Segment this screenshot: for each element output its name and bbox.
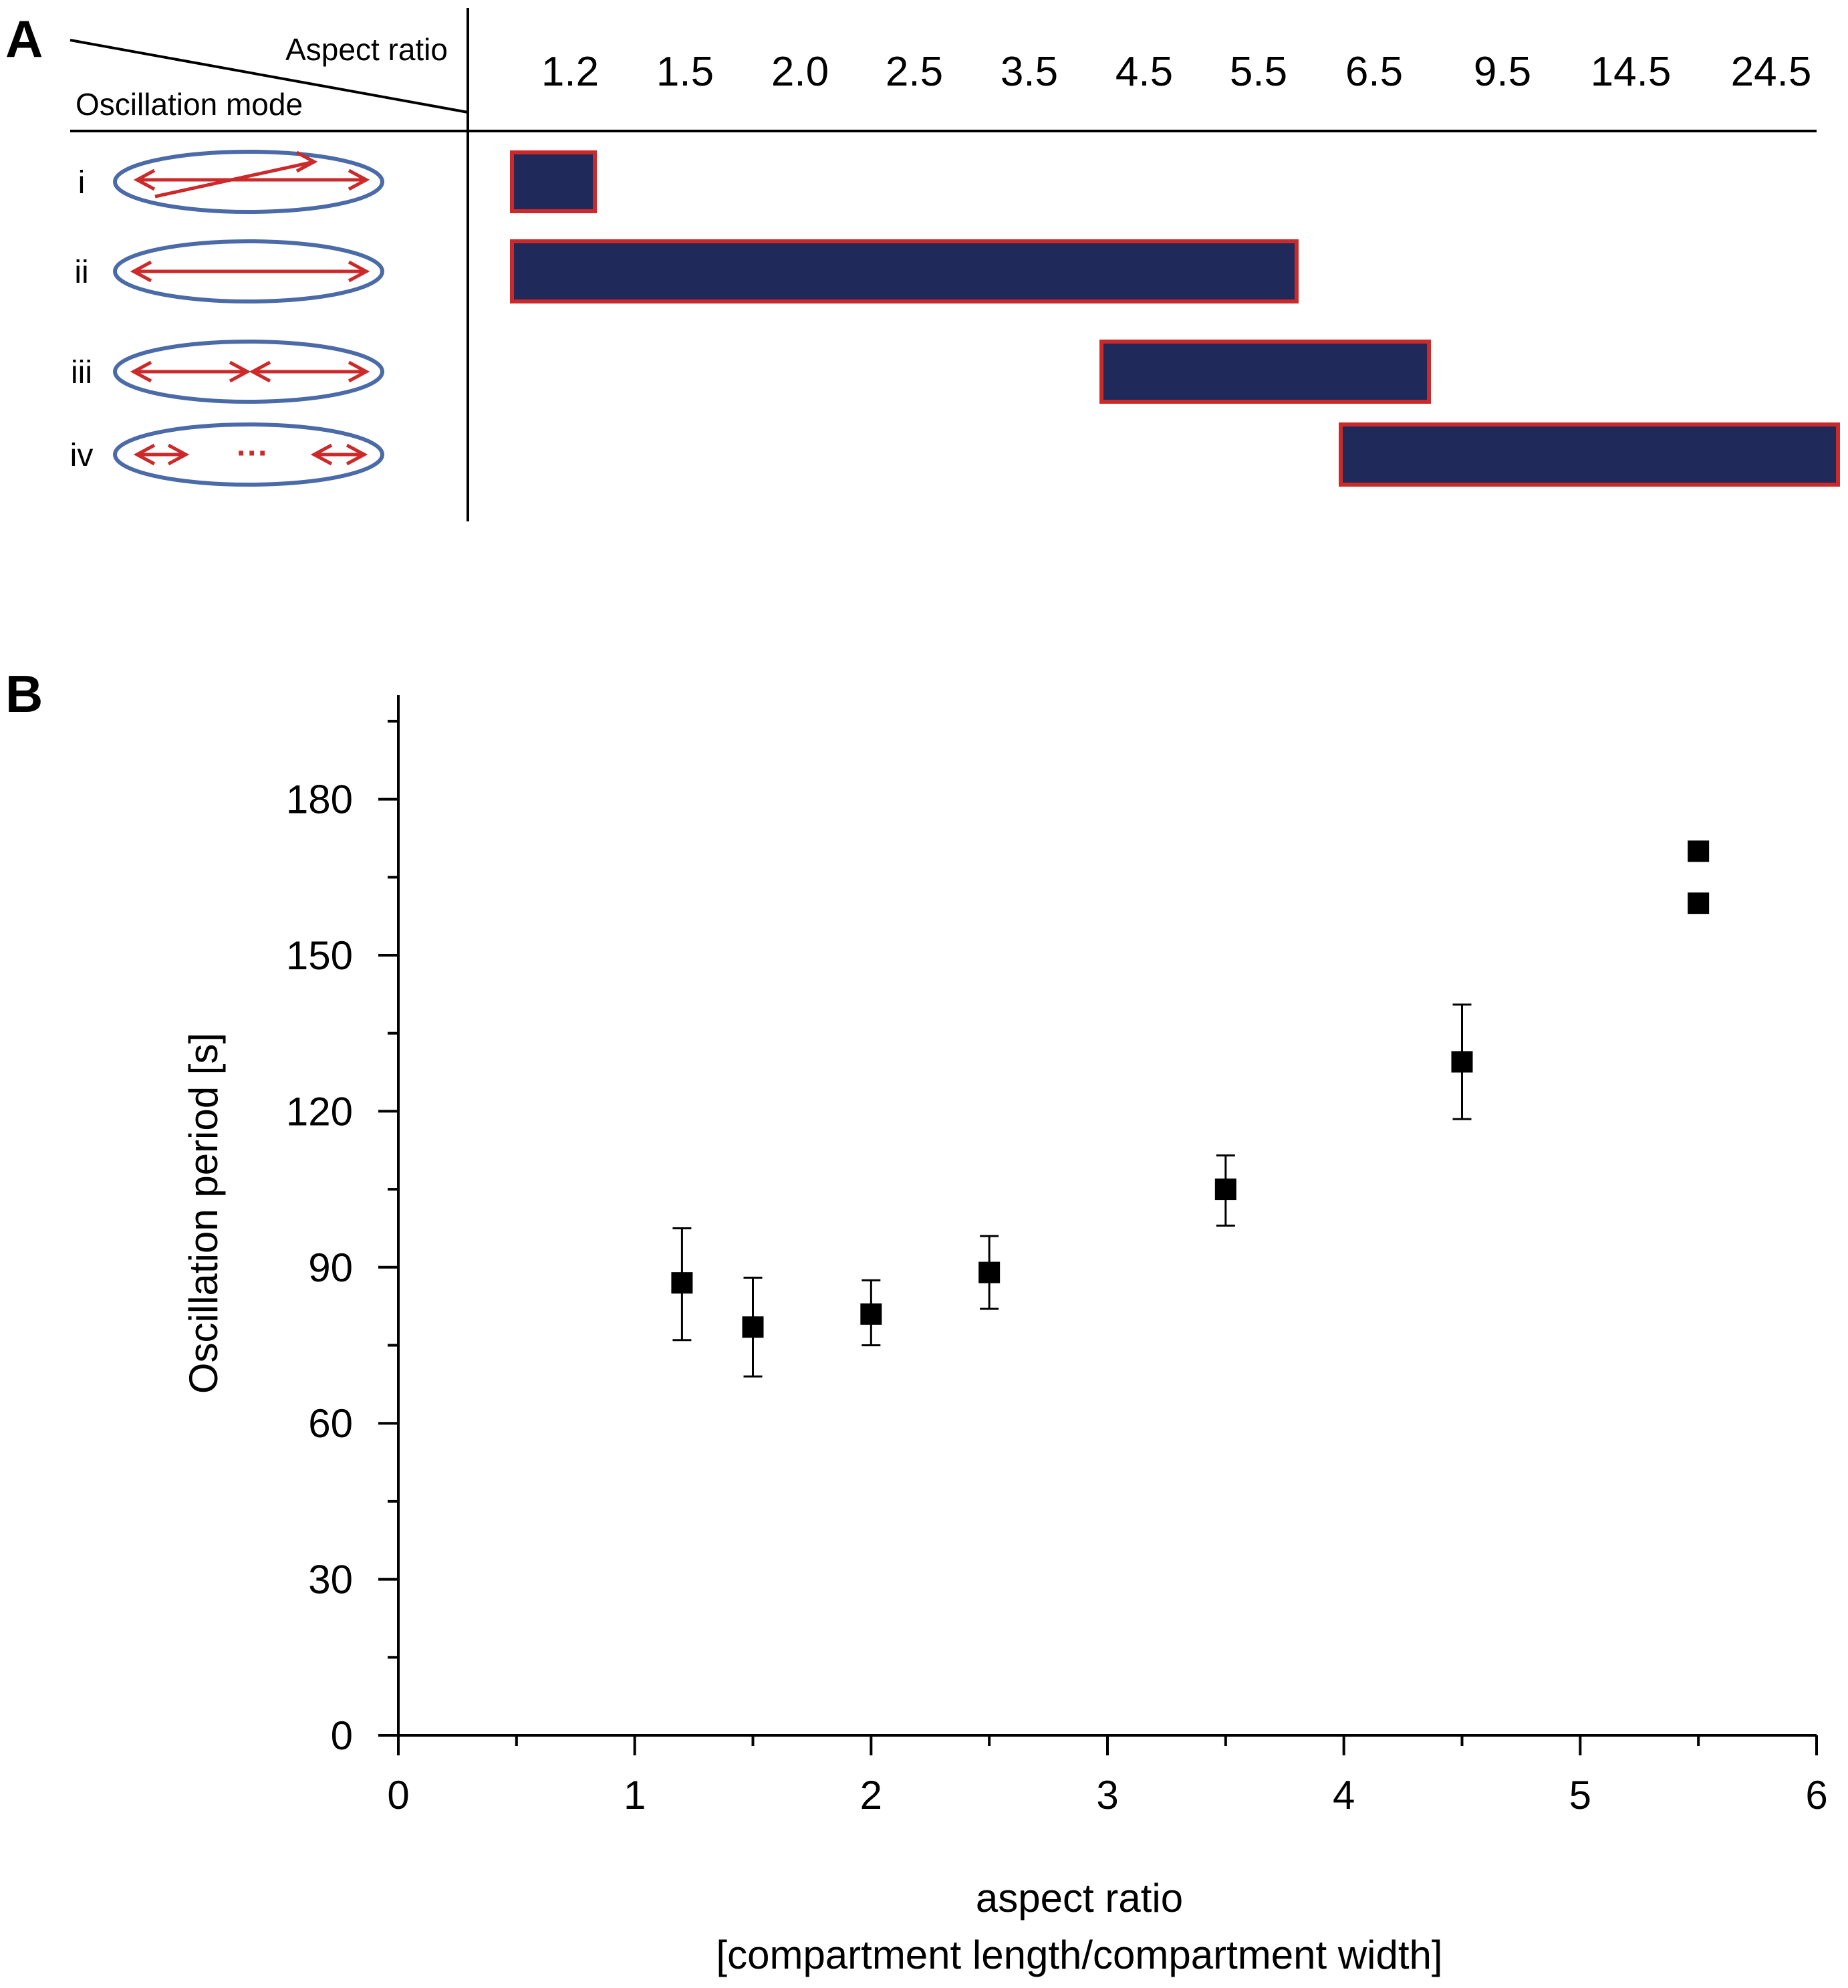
aspect-ratio-label: 2.5 <box>886 49 943 95</box>
arrow-head <box>229 360 251 383</box>
data-point-group <box>1688 892 1710 914</box>
arrow-head <box>348 168 370 191</box>
x-axis-title: aspect ratio <box>976 1876 1183 1920</box>
aspect-ratio-label: 6.5 <box>1345 49 1403 95</box>
y-tick-label: 120 <box>286 1089 353 1134</box>
aspect-ratio-label: 24.5 <box>1731 49 1812 95</box>
x-tick-label: 5 <box>1569 1773 1591 1818</box>
diagonal-arrow <box>154 160 315 199</box>
data-point-group <box>860 1279 882 1346</box>
data-point-marker <box>978 1261 1001 1283</box>
mode-row-4: iv ··· <box>70 422 1840 487</box>
panel-label-a: A <box>5 9 43 68</box>
data-point-marker <box>742 1316 764 1338</box>
y-tick-label: 150 <box>286 933 353 978</box>
arrow-head <box>130 260 152 283</box>
x-tick-label: 4 <box>1333 1773 1355 1818</box>
y-tick-label: 30 <box>308 1558 353 1602</box>
corner-label-oscillation-mode: Oscillation mode <box>76 87 303 122</box>
x-tick-label: 1 <box>624 1773 646 1818</box>
data-point-marker <box>1214 1178 1236 1201</box>
arrow-head <box>133 443 156 466</box>
aspect-ratio-label: 3.5 <box>1001 49 1058 95</box>
cell-outline <box>113 150 384 214</box>
aspect-ratio-header: 1.2 1.5 2.0 2.5 3.5 4.5 5.5 6.5 9.5 14.5 24.5 <box>541 49 1811 95</box>
aspect-ratio-label: 1.2 <box>541 49 599 95</box>
arrow-head <box>346 443 368 466</box>
data-point-marker <box>1688 892 1710 914</box>
data-point-group <box>742 1276 764 1378</box>
x-axis-title-line2: [compartment length/compartment width] <box>716 1933 1442 1977</box>
data-point-group <box>978 1235 1001 1310</box>
y-tick-label: 0 <box>331 1713 353 1758</box>
data-point-group <box>1688 840 1710 862</box>
mode-row-2: ii <box>74 239 1299 303</box>
mode-label: iii <box>71 355 92 390</box>
corner-diagonal <box>70 39 469 114</box>
data-point-group <box>1451 1003 1473 1120</box>
cell-outline <box>113 422 384 487</box>
plot-points <box>671 840 1710 1378</box>
x-tick-label: 0 <box>387 1773 409 1818</box>
aspect-ratio-label: 1.5 <box>656 49 714 95</box>
arrow-head <box>348 260 370 283</box>
data-point-group <box>1214 1154 1236 1227</box>
arrow-head <box>130 360 152 383</box>
aspect-ratio-label: 5.5 <box>1230 49 1287 95</box>
x-tick-label: 6 <box>1805 1773 1827 1818</box>
mode-range-bar <box>510 239 1299 303</box>
multiple-oscillation-icon: ··· <box>113 422 384 487</box>
mode-label: iv <box>70 438 94 473</box>
panel-label-b: B <box>5 664 43 723</box>
arrow-head <box>167 443 190 466</box>
y-tick-label: 180 <box>286 777 353 822</box>
arrow-head <box>133 168 156 191</box>
mode-row-3: iii <box>71 340 1431 404</box>
mode-range-bar <box>1339 422 1840 487</box>
mode-range-bar <box>510 150 597 213</box>
data-point-marker <box>860 1303 882 1325</box>
y-axis-title: Oscillation period [s] <box>181 1033 226 1394</box>
data-point-marker <box>671 1272 693 1294</box>
y-tick-label: 60 <box>308 1401 353 1446</box>
aspect-ratio-label: 4.5 <box>1115 49 1173 95</box>
x-tick-label: 2 <box>860 1773 882 1818</box>
mode-range-bar <box>1099 340 1431 404</box>
x-tick-label: 3 <box>1096 1773 1118 1818</box>
arrow-head <box>295 150 318 173</box>
aspect-ratio-label: 9.5 <box>1474 49 1531 95</box>
double-oscillation-icon <box>113 340 384 404</box>
ellipsis-mark: ··· <box>237 436 269 471</box>
pole-to-pole-oscillation-icon <box>113 239 384 303</box>
arrow-head <box>249 360 271 383</box>
arrow-head <box>348 360 370 383</box>
corner-label-aspect-ratio: Aspect ratio <box>285 32 448 67</box>
data-point-marker <box>1688 840 1710 862</box>
cell-outline <box>113 239 384 303</box>
data-point-marker <box>1451 1051 1473 1073</box>
aspect-ratio-label: 2.0 <box>771 49 829 95</box>
zigzag-oscillation-icon <box>113 150 384 214</box>
mode-label: i <box>78 165 86 201</box>
arrow-head <box>310 443 333 466</box>
data-point-group <box>671 1227 693 1342</box>
aspect-ratio-label: 14.5 <box>1591 49 1672 95</box>
y-tick-label: 90 <box>308 1245 353 1290</box>
mode-label: ii <box>74 255 88 290</box>
panel-a: A Aspect ratio Oscillation mode 1.2 1.5 2.… <box>5 8 1840 521</box>
cell-outline <box>113 340 384 404</box>
mode-row-1: i <box>78 150 597 214</box>
